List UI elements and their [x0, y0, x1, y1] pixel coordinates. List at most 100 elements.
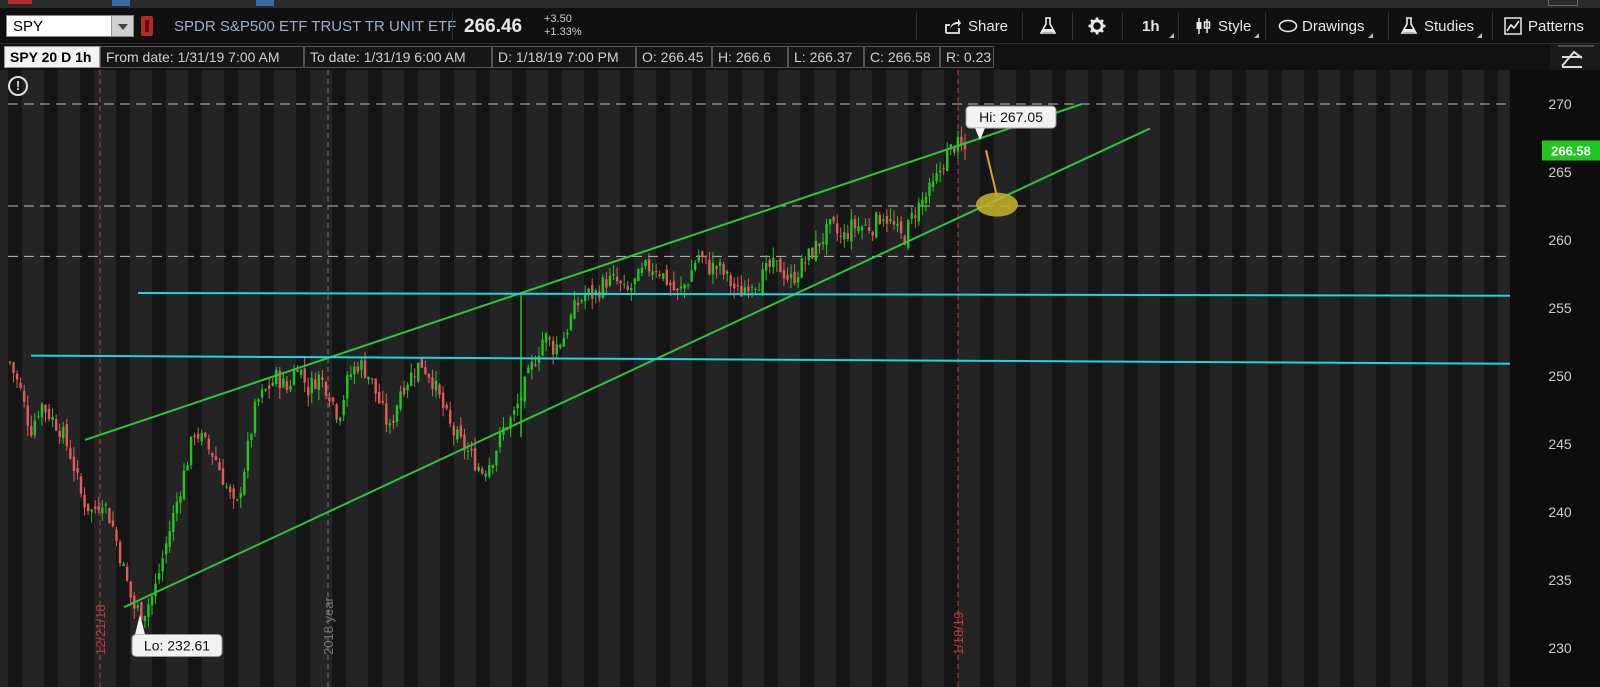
- candle-body: [214, 456, 218, 460]
- close-value: C: 266.58: [864, 46, 940, 68]
- window-tab-icon[interactable]: [256, 0, 274, 6]
- session-band: [44, 70, 58, 687]
- price-tick-label: 270: [1548, 96, 1572, 112]
- candle-body: [353, 366, 356, 375]
- bar-date: D: 1/18/19 7:00 PM: [492, 46, 636, 68]
- candle-body: [622, 283, 626, 285]
- session-band: [980, 70, 994, 687]
- candle-body: [892, 221, 896, 225]
- alert-flag-icon[interactable]: [141, 16, 153, 36]
- price-tick-label: 265: [1548, 164, 1572, 180]
- candle-body: [445, 404, 448, 409]
- candle-body: [228, 486, 232, 493]
- session-band: [152, 70, 166, 687]
- candle-body: [473, 448, 477, 471]
- candle-body: [175, 501, 179, 514]
- candle-body: [484, 473, 487, 477]
- chart-drawings[interactable]: [30, 103, 1521, 609]
- candle-body: [846, 233, 850, 239]
- candle-body: [718, 262, 722, 266]
- candle-body: [104, 504, 108, 506]
- candle-body: [534, 364, 537, 366]
- candle-body: [378, 392, 381, 404]
- horizontal-line: [137, 292, 1521, 297]
- annotation-arrow: [985, 150, 998, 197]
- session-band: [1196, 70, 1210, 687]
- candle-body: [253, 402, 257, 434]
- aggregation-label: 1h: [1142, 17, 1160, 35]
- session-band: [476, 70, 490, 687]
- candle-body: [388, 423, 392, 426]
- toolbar-divider: [916, 12, 917, 40]
- candle-body: [342, 400, 345, 416]
- from-date: From date: 1/31/19 7:00 AM: [100, 46, 304, 68]
- candle-body: [317, 374, 321, 390]
- candle-body: [196, 434, 200, 439]
- candle-body: [555, 344, 558, 355]
- candle-body: [37, 415, 40, 417]
- candle-body: [346, 374, 349, 399]
- candle-body: [747, 286, 750, 292]
- candle-body: [800, 258, 803, 278]
- candle-body: [189, 436, 193, 466]
- trend-line: [84, 103, 1083, 441]
- net-change: +3.50 +1.33%: [544, 13, 582, 39]
- candle-body: [516, 403, 519, 409]
- candle-body: [303, 368, 306, 383]
- session-band: [296, 70, 310, 687]
- chart-settings-icon[interactable]: [1552, 44, 1600, 84]
- candle-body: [193, 435, 196, 438]
- studies-button[interactable]: Studies: [1400, 12, 1483, 40]
- candle-body: [495, 450, 498, 466]
- candle-body: [878, 215, 881, 225]
- candle-body: [796, 277, 800, 283]
- candle-body: [576, 302, 580, 306]
- candle-body: [527, 367, 530, 373]
- candle-body: [243, 471, 246, 495]
- candle-body: [850, 219, 853, 242]
- share-button[interactable]: Share: [944, 12, 1008, 40]
- session-band: [188, 70, 202, 687]
- candle-body: [182, 470, 186, 500]
- candle-body: [420, 358, 424, 368]
- symbol-selector[interactable]: [6, 15, 134, 37]
- candle-body: [757, 290, 761, 292]
- menu-corner-icon: [1367, 33, 1373, 38]
- style-button[interactable]: Style: [1194, 12, 1260, 40]
- session-band: [332, 70, 346, 687]
- candle-body: [40, 403, 44, 418]
- symbol-input[interactable]: [7, 16, 111, 36]
- candle-body: [328, 397, 331, 402]
- drawings-button[interactable]: Drawings: [1278, 12, 1373, 40]
- study-lab-button[interactable]: [1039, 12, 1057, 40]
- last-price: 266.46: [464, 16, 523, 37]
- candle-body: [839, 235, 842, 237]
- window-tab-icon[interactable]: [112, 0, 130, 6]
- session-band: [728, 70, 742, 687]
- style-label: Style: [1218, 17, 1252, 35]
- candle-body: [857, 226, 860, 232]
- window-restore-icon[interactable]: [1548, 0, 1578, 6]
- price-tick-label: 250: [1548, 368, 1572, 384]
- candle-body: [764, 262, 768, 271]
- toolbar-divider: [1022, 12, 1023, 40]
- candle-body: [583, 294, 587, 302]
- candle-body: [147, 604, 150, 617]
- candle-body: [544, 333, 548, 343]
- candle-body: [480, 468, 484, 474]
- candle-body: [608, 275, 612, 286]
- patterns-button[interactable]: Patterns: [1504, 12, 1584, 40]
- candle-body: [541, 339, 544, 356]
- settings-button[interactable]: [1088, 12, 1106, 40]
- candle-body: [90, 509, 93, 512]
- price-chart[interactable]: 12/21/18 2018 year 1/18/19 270 265 260 255 250…: [0, 70, 1600, 687]
- candle-body: [679, 286, 683, 289]
- candle-body: [30, 425, 33, 436]
- candle-body: [811, 247, 814, 259]
- info-icon[interactable]: !: [8, 76, 28, 96]
- candle-body: [79, 476, 83, 494]
- candle-body: [779, 258, 782, 273]
- menu-corner-icon: [1168, 33, 1174, 38]
- chevron-down-icon[interactable]: [111, 16, 133, 36]
- aggregation-button[interactable]: 1h: [1142, 12, 1174, 40]
